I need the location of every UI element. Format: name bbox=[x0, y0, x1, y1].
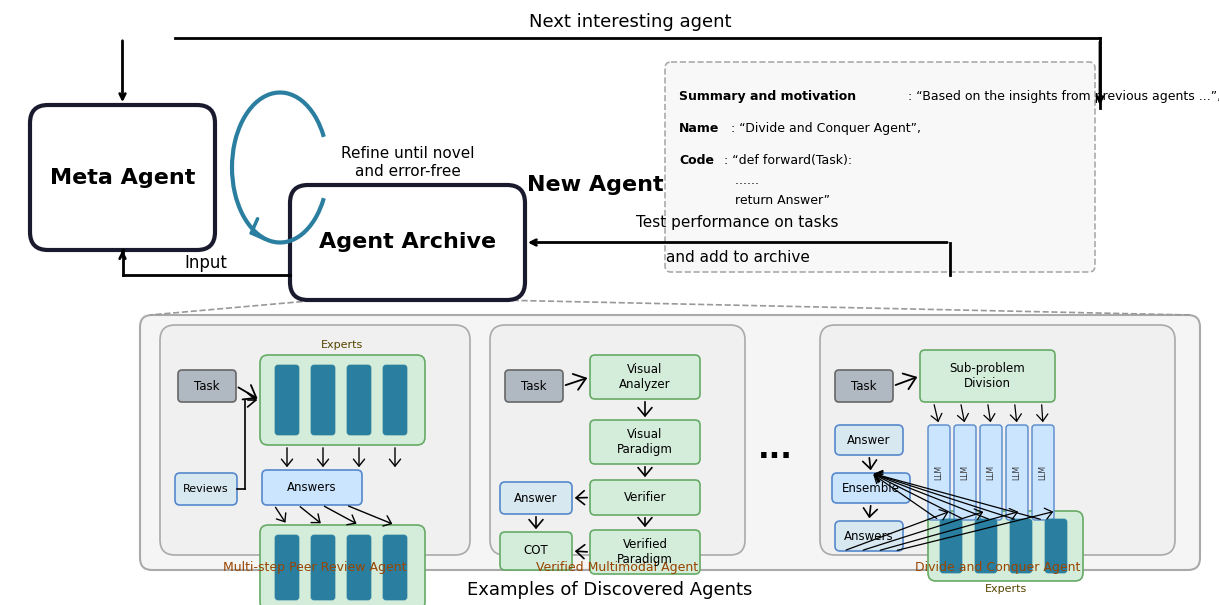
FancyBboxPatch shape bbox=[820, 325, 1175, 555]
FancyBboxPatch shape bbox=[347, 535, 371, 600]
FancyBboxPatch shape bbox=[500, 532, 572, 570]
FancyBboxPatch shape bbox=[160, 325, 471, 555]
Text: and add to archive: and add to archive bbox=[666, 250, 809, 265]
Text: Meta Agent: Meta Agent bbox=[50, 168, 195, 188]
FancyBboxPatch shape bbox=[262, 470, 362, 505]
FancyBboxPatch shape bbox=[347, 365, 371, 435]
Text: Name: Name bbox=[679, 122, 719, 135]
FancyBboxPatch shape bbox=[590, 420, 700, 464]
Text: Experts: Experts bbox=[322, 340, 363, 350]
FancyBboxPatch shape bbox=[311, 365, 335, 435]
Text: Task: Task bbox=[194, 379, 219, 393]
FancyBboxPatch shape bbox=[383, 365, 407, 435]
Text: Code: Code bbox=[679, 154, 714, 167]
Text: Summary and motivation: Summary and motivation bbox=[679, 90, 856, 103]
FancyBboxPatch shape bbox=[920, 350, 1054, 402]
FancyBboxPatch shape bbox=[383, 535, 407, 600]
FancyBboxPatch shape bbox=[260, 525, 425, 605]
FancyBboxPatch shape bbox=[590, 480, 700, 515]
Text: Answers: Answers bbox=[288, 481, 336, 494]
FancyBboxPatch shape bbox=[500, 482, 572, 514]
Text: Answers: Answers bbox=[845, 529, 894, 543]
Text: Verified
Paradigm: Verified Paradigm bbox=[617, 538, 673, 566]
FancyBboxPatch shape bbox=[1011, 519, 1032, 573]
FancyBboxPatch shape bbox=[835, 521, 903, 551]
FancyBboxPatch shape bbox=[666, 62, 1095, 272]
FancyBboxPatch shape bbox=[1032, 425, 1054, 520]
FancyBboxPatch shape bbox=[311, 535, 335, 600]
Text: Verifier: Verifier bbox=[624, 491, 667, 504]
Text: LLM: LLM bbox=[986, 465, 996, 480]
FancyBboxPatch shape bbox=[178, 370, 236, 402]
Text: Reviews: Reviews bbox=[183, 484, 229, 494]
FancyBboxPatch shape bbox=[954, 425, 976, 520]
Text: Multi-step Peer Review Agent: Multi-step Peer Review Agent bbox=[223, 560, 407, 574]
Text: Refine until novel
and error-free: Refine until novel and error-free bbox=[341, 146, 474, 178]
Text: Answer: Answer bbox=[847, 434, 891, 446]
Text: LLM: LLM bbox=[935, 465, 944, 480]
Text: Next interesting agent: Next interesting agent bbox=[529, 13, 731, 31]
FancyBboxPatch shape bbox=[176, 473, 236, 505]
Text: : “Based on the insights from previous agents ...”,: : “Based on the insights from previous a… bbox=[908, 90, 1219, 103]
Text: Agent Archive: Agent Archive bbox=[319, 232, 496, 252]
Text: COT: COT bbox=[524, 544, 549, 557]
Text: : “def forward(Task):: : “def forward(Task): bbox=[724, 154, 852, 167]
FancyBboxPatch shape bbox=[260, 355, 425, 445]
Text: Task: Task bbox=[851, 379, 876, 393]
Text: Visual
Paradigm: Visual Paradigm bbox=[617, 428, 673, 456]
Text: Sub-problem
Division: Sub-problem Division bbox=[950, 362, 1025, 390]
FancyBboxPatch shape bbox=[1006, 425, 1028, 520]
Text: return Answer”: return Answer” bbox=[698, 194, 830, 207]
Text: Verified Multimodal Agent: Verified Multimodal Agent bbox=[536, 560, 698, 574]
FancyBboxPatch shape bbox=[975, 519, 997, 573]
Text: ...: ... bbox=[757, 436, 792, 465]
FancyBboxPatch shape bbox=[940, 519, 962, 573]
FancyBboxPatch shape bbox=[590, 530, 700, 574]
Text: Experts: Experts bbox=[985, 584, 1026, 594]
FancyBboxPatch shape bbox=[140, 315, 1199, 570]
FancyBboxPatch shape bbox=[928, 511, 1082, 581]
Text: Test performance on tasks: Test performance on tasks bbox=[636, 215, 839, 230]
Text: Answer: Answer bbox=[514, 491, 558, 505]
Text: LLM: LLM bbox=[1039, 465, 1047, 480]
Text: Ensemble: Ensemble bbox=[842, 482, 900, 494]
FancyBboxPatch shape bbox=[275, 535, 299, 600]
Text: Divide and Conquer Agent: Divide and Conquer Agent bbox=[914, 560, 1080, 574]
FancyBboxPatch shape bbox=[980, 425, 1002, 520]
Text: Task: Task bbox=[522, 379, 547, 393]
FancyBboxPatch shape bbox=[835, 370, 894, 402]
Text: Examples of Discovered Agents: Examples of Discovered Agents bbox=[467, 581, 752, 599]
FancyBboxPatch shape bbox=[275, 365, 299, 435]
Text: New Agent: New Agent bbox=[527, 175, 663, 195]
Text: LLM: LLM bbox=[961, 465, 969, 480]
FancyBboxPatch shape bbox=[1045, 519, 1067, 573]
Text: Input: Input bbox=[185, 254, 228, 272]
FancyBboxPatch shape bbox=[835, 425, 903, 455]
FancyBboxPatch shape bbox=[833, 473, 911, 503]
FancyBboxPatch shape bbox=[490, 325, 745, 555]
FancyBboxPatch shape bbox=[590, 355, 700, 399]
Text: Visual
Analyzer: Visual Analyzer bbox=[619, 363, 670, 391]
FancyBboxPatch shape bbox=[928, 425, 950, 520]
Text: LLM: LLM bbox=[1013, 465, 1022, 480]
Text: : “Divide and Conquer Agent”,: : “Divide and Conquer Agent”, bbox=[731, 122, 922, 135]
FancyBboxPatch shape bbox=[290, 185, 525, 300]
FancyBboxPatch shape bbox=[30, 105, 215, 250]
FancyBboxPatch shape bbox=[505, 370, 563, 402]
Text: ......: ...... bbox=[698, 174, 759, 187]
